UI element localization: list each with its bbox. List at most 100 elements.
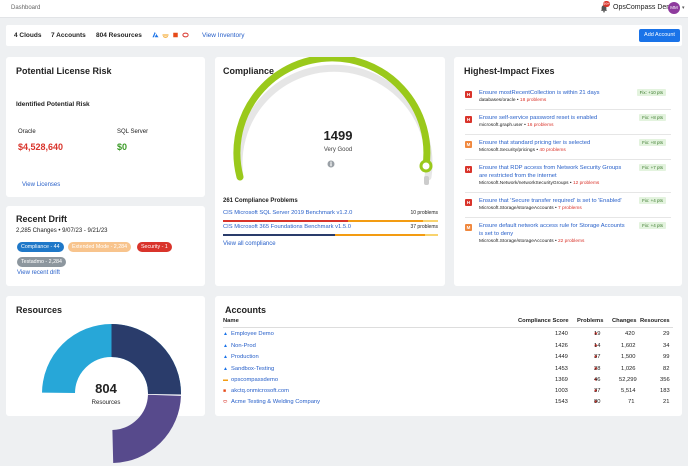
compliance-score: 1426 bbox=[555, 343, 568, 349]
license-risk-card: Potential License Risk Identified Potent… bbox=[6, 57, 205, 197]
fix-points-badge: Fix: +4 pts bbox=[639, 197, 666, 204]
card-title: Resources bbox=[16, 305, 63, 315]
org-name[interactable]: OpsCompass Demo bbox=[613, 4, 677, 11]
sql-value: $0 bbox=[117, 142, 128, 152]
changes-count: 1,026 bbox=[621, 366, 636, 372]
license-subtitle: Identified Potential Risk bbox=[16, 101, 90, 108]
resources-count: 356 bbox=[660, 377, 670, 383]
severity-high-icon: H bbox=[465, 116, 472, 123]
table-row[interactable]: ▲ Non-Prod 1426 ● 14 1,602 34 bbox=[223, 343, 670, 349]
compliance-score: 1449 bbox=[555, 354, 568, 360]
fix-scope: Microsoft.Security/pricings • 40 problem… bbox=[479, 148, 566, 153]
changes-count: 71 bbox=[628, 399, 635, 405]
avatar[interactable]: MM bbox=[668, 2, 680, 14]
gauge-knob[interactable] bbox=[419, 159, 433, 173]
aws-icon: ▬ bbox=[223, 377, 228, 383]
account-name[interactable]: Sandbox-Testing bbox=[231, 366, 275, 372]
azure-icon bbox=[152, 32, 159, 38]
donut-segment-navy[interactable] bbox=[42, 324, 181, 463]
view-licenses-link[interactable]: View Licenses bbox=[22, 182, 61, 188]
view-compliance-link[interactable]: View all compliance bbox=[223, 241, 276, 247]
drift-tag-testadmo[interactable]: Testadmo - 2,284 bbox=[17, 257, 66, 267]
table-row[interactable]: ▲ Employee Demo 1240 ● 19 420 29 bbox=[223, 331, 670, 337]
fix-title[interactable]: Ensure that standard pricing tier is sel… bbox=[479, 140, 591, 146]
card-title: Recent Drift bbox=[16, 214, 68, 224]
resources-count: 34 bbox=[663, 343, 670, 349]
changes-count: 1,500 bbox=[621, 354, 636, 360]
cloud-provider-icons bbox=[152, 31, 189, 39]
changes-count: 52,299 bbox=[619, 377, 637, 383]
account-name[interactable]: opscompassdemo bbox=[231, 377, 279, 383]
card-title: Compliance bbox=[223, 66, 275, 76]
add-account-button[interactable]: Add Account bbox=[639, 29, 680, 42]
changes-count: 420 bbox=[625, 331, 635, 337]
severity-medium-icon: M bbox=[465, 141, 472, 148]
fix-points-badge: Fix: +10 pts bbox=[636, 89, 666, 96]
changes-count: 1,602 bbox=[621, 343, 636, 349]
fix-scope: Microsoft.Network/networkSecurityGroups … bbox=[479, 181, 600, 186]
fix-title[interactable]: Ensure self-service password reset is en… bbox=[479, 115, 598, 121]
table-row[interactable]: ▲ Production 1449 ● 37 1,500 99 bbox=[223, 354, 670, 360]
divider bbox=[465, 159, 671, 160]
table-row[interactable]: ⬭ Acme Testing & Welding Company 1543 ● … bbox=[223, 399, 670, 405]
drift-tag-compliance[interactable]: Compliance - 44 bbox=[17, 242, 64, 252]
divider bbox=[465, 217, 671, 218]
fix-points-badge: Fix: +8 pts bbox=[639, 114, 666, 121]
info-icon[interactable] bbox=[327, 160, 335, 168]
column-header-name[interactable]: Name bbox=[223, 318, 239, 324]
benchmark-name[interactable]: CIS Microsoft 365 Foundations Benchmark … bbox=[223, 224, 351, 230]
oracle-value: $4,528,640 bbox=[18, 142, 64, 152]
fix-title[interactable]: Ensure that RDP access from Network Secu… bbox=[479, 165, 622, 179]
severity-bar bbox=[223, 220, 438, 222]
notification-badge: 99+ bbox=[603, 1, 610, 7]
azure-icon: ▲ bbox=[223, 331, 228, 337]
table-row[interactable]: ▬ opscompassdemo 1369 ● 46 52,299 356 bbox=[223, 377, 670, 383]
fix-title[interactable]: Ensure default network access rule for S… bbox=[479, 223, 625, 237]
resources-donut-chart bbox=[42, 324, 181, 463]
view-drift-link[interactable]: View recent drift bbox=[17, 270, 60, 276]
breadcrumb[interactable]: Dashboard bbox=[11, 5, 41, 11]
account-name[interactable]: Production bbox=[231, 354, 259, 360]
office365-icon bbox=[173, 32, 178, 38]
office365-icon: ■ bbox=[223, 388, 227, 394]
divider bbox=[465, 192, 671, 193]
oracle-icon bbox=[182, 32, 189, 38]
account-name[interactable]: Acme Testing & Welding Company bbox=[231, 399, 321, 405]
column-header-problems[interactable]: Problems bbox=[577, 318, 604, 324]
table-row[interactable]: ▲ Sandbox-Testing 1453 ● 28 1,026 82 bbox=[223, 366, 670, 372]
fix-title[interactable]: Ensure mostRecentCollection is within 21… bbox=[479, 90, 600, 96]
drift-tag-security[interactable]: Security - 1 bbox=[137, 242, 172, 252]
column-header-score[interactable]: Compliance Score bbox=[518, 318, 569, 324]
divider bbox=[465, 109, 671, 110]
account-name[interactable]: akctq.onmicrosoft.com bbox=[231, 388, 289, 394]
fix-points-badge: Fix: +4 pts bbox=[639, 222, 666, 229]
fix-scope: microsoft.graph.user • 16 problems bbox=[479, 123, 554, 128]
severity-high-icon: H bbox=[465, 166, 472, 173]
benchmark-name[interactable]: CIS Microsoft SQL Server 2019 Benchmark … bbox=[223, 210, 353, 216]
compliance-rating: Very Good bbox=[323, 147, 353, 153]
resources-count: 99 bbox=[663, 354, 670, 360]
divider bbox=[465, 134, 671, 135]
drift-tag-extended[interactable]: Extended Mode - 2,284 bbox=[68, 242, 132, 252]
column-header-changes[interactable]: Changes bbox=[612, 318, 637, 324]
azure-icon: ▲ bbox=[223, 354, 228, 360]
stats-bar: 4 Clouds 7 Accounts 804 Resources View I… bbox=[6, 25, 682, 46]
account-name[interactable]: Non-Prod bbox=[231, 343, 256, 349]
compliance-score: 1369 bbox=[555, 377, 568, 383]
resources-count: 82 bbox=[663, 366, 670, 372]
table-row[interactable]: ■ akctq.onmicrosoft.com 1003 ● 37 5,514 … bbox=[223, 388, 670, 394]
severity-high-icon: H bbox=[465, 91, 472, 98]
view-inventory-link[interactable]: View Inventory bbox=[202, 32, 245, 39]
column-header-resources[interactable]: Resources bbox=[640, 318, 670, 324]
oracle-label: Oracle bbox=[18, 129, 36, 135]
compliance-score: 1453 bbox=[555, 366, 568, 372]
chevron-down-icon[interactable]: ▾ bbox=[682, 5, 685, 11]
fix-title[interactable]: Ensure that 'Secure transfer required' i… bbox=[479, 198, 622, 204]
aws-icon bbox=[162, 34, 169, 38]
compliance-score: 1240 bbox=[555, 331, 568, 337]
clouds-count: 4 Clouds bbox=[14, 32, 42, 39]
compliance-score: 1003 bbox=[555, 388, 568, 394]
accounts-count: 7 Accounts bbox=[51, 32, 86, 39]
account-name[interactable]: Employee Demo bbox=[231, 331, 274, 337]
fix-points-badge: Fix: +8 pts bbox=[639, 139, 666, 146]
